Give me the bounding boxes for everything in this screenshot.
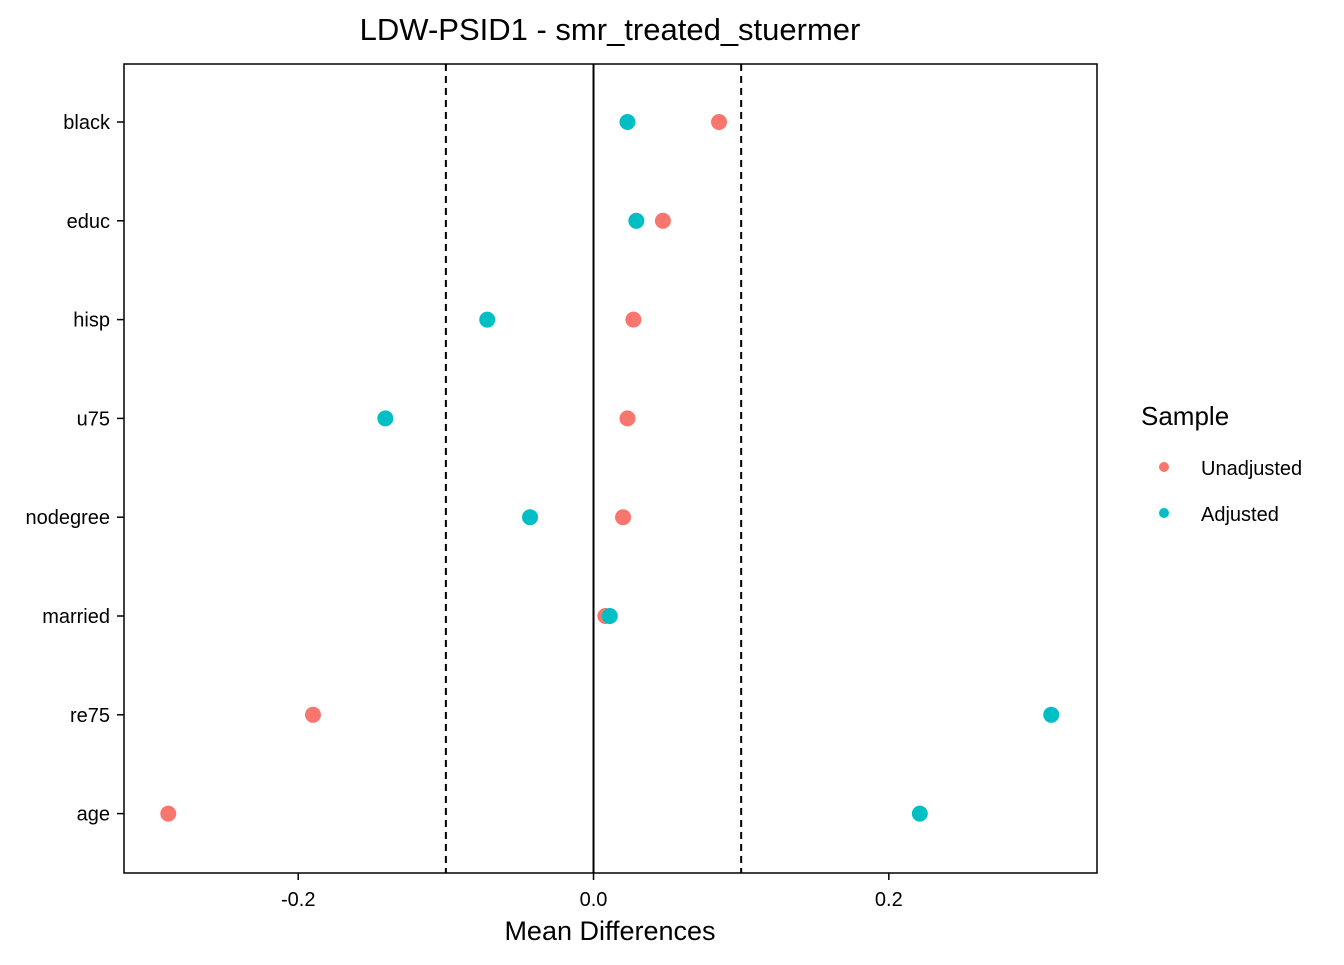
legend-title: Sample (1141, 401, 1229, 431)
chart-title: LDW-PSID1 - smr_treated_stuermer (360, 12, 861, 47)
point-unadjusted-u75 (619, 410, 636, 427)
x-axis-title: Mean Differences (504, 916, 715, 946)
legend-label-unadjusted: Unadjusted (1201, 458, 1302, 480)
y-tick-label: married (42, 606, 110, 628)
x-axis: -0.2 0.0 0.2 (281, 873, 903, 911)
point-adjusted-married (601, 608, 618, 624)
y-tick-label: black (63, 112, 111, 134)
x-tick-label: 0.0 (580, 889, 608, 911)
point-adjusted-hisp (479, 311, 496, 328)
legend-label-adjusted: Adjusted (1201, 504, 1279, 526)
y-axis: black educ hisp u75 nodegree married re75 age (25, 112, 124, 826)
reference-lines (444, 64, 743, 873)
y-tick-label: re75 (70, 705, 110, 727)
legend-key-adjusted (1159, 508, 1169, 518)
point-unadjusted-age (160, 805, 177, 822)
point-adjusted-nodegree (522, 509, 539, 526)
point-unadjusted-nodegree (615, 509, 632, 526)
legend-items: Unadjusted Adjusted (1159, 458, 1302, 526)
y-tick-label: u75 (77, 408, 110, 430)
plot-panel (123, 63, 1098, 874)
y-tick-label: hisp (73, 310, 110, 332)
point-adjusted-age (911, 805, 928, 822)
legend-key-unadjusted (1159, 462, 1169, 472)
y-tick-label: nodegree (25, 507, 110, 529)
x-tick-label: 0.2 (875, 889, 903, 911)
legend: Sample Unadjusted Adjusted (1141, 401, 1302, 526)
point-unadjusted-educ (654, 212, 671, 229)
x-tick-label: -0.2 (281, 889, 315, 911)
data-points (160, 114, 1060, 822)
point-adjusted-black (619, 114, 636, 130)
y-tick-label: age (77, 804, 110, 826)
point-unadjusted-black (711, 114, 728, 130)
point-adjusted-u75 (377, 410, 394, 427)
point-adjusted-educ (628, 212, 645, 229)
y-tick-label: educ (67, 211, 110, 233)
point-unadjusted-re75 (304, 706, 321, 723)
point-adjusted-re75 (1043, 706, 1060, 723)
point-unadjusted-hisp (625, 311, 642, 328)
